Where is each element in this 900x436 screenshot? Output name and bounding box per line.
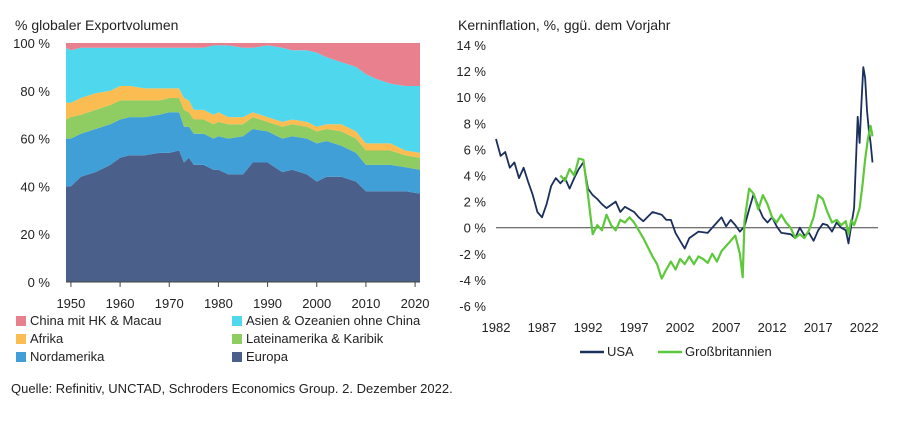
y-tick-label: 4 % (464, 169, 487, 184)
y-tick-label: -4 % (459, 273, 486, 288)
x-tick-label: 2012 (758, 320, 787, 335)
left-chart-title: % globaler Exportvolumen (15, 17, 178, 33)
y-tick-label: 40 % (20, 179, 50, 194)
area-asien-ozeanien-ohne-china (66, 45, 420, 153)
x-tick-label: 2022 (850, 320, 879, 335)
x-tick-label: 2000 (302, 296, 331, 311)
x-tick-label: 1960 (106, 296, 135, 311)
y-tick-label: -2 % (459, 247, 486, 262)
x-tick-label: 1982 (482, 320, 511, 335)
x-tick-label: 2010 (351, 296, 380, 311)
y-tick-label: 20 % (20, 227, 50, 242)
line-gro-britannien (559, 124, 874, 280)
line-usa (495, 66, 874, 250)
legend-swatch-4 (16, 352, 26, 362)
y-tick-label: 6 % (464, 142, 487, 157)
legend-label-1: Großbritannien (685, 344, 772, 359)
legend-label-1: Asien & Ozeanien ohne China (246, 313, 421, 328)
y-tick-label: 60 % (20, 132, 50, 147)
right-chart-title: Kerninflation, %, ggü. dem Vorjahr (458, 17, 671, 33)
y-tick-label: 0 % (464, 221, 487, 236)
left-stacked-area-chart: 0 % 20 % 40 % 60 % 80 % 100 % 1950 1960 1970 1980… (13, 36, 429, 364)
x-tick-label: 1987 (528, 320, 557, 335)
x-tick-label: 1997 (620, 320, 649, 335)
legend-label-0: China mit HK & Macau (30, 313, 162, 328)
y-tick-label: 80 % (20, 84, 50, 99)
legend-swatch-5 (232, 352, 242, 362)
legend-label-5: Europa (246, 349, 289, 364)
legend-label-3: Lateinamerika & Karibik (246, 331, 384, 346)
legend-label-4: Nordamerika (30, 349, 105, 364)
y-tick-label: 100 % (13, 36, 50, 51)
x-tick-label: 2002 (666, 320, 695, 335)
legend-label-2: Afrika (30, 331, 64, 346)
y-tick-label: 10 % (456, 90, 486, 105)
y-tick-label: 14 % (456, 38, 486, 53)
source-note: Quelle: Refinitiv, UNCTAD, Schroders Eco… (11, 381, 453, 396)
legend-swatch-0 (16, 316, 26, 326)
legend-swatch-2 (16, 334, 26, 344)
legend-swatch-3 (232, 334, 242, 344)
x-tick-label: 1992 (574, 320, 603, 335)
area-nordamerika (66, 112, 420, 194)
y-tick-label: 12 % (456, 64, 486, 79)
area-afrika (66, 86, 420, 158)
x-tick-label: 1950 (56, 296, 85, 311)
x-tick-label: 2007 (712, 320, 741, 335)
y-tick-label: 0 % (28, 275, 51, 290)
area-china-mit-hk-macau (66, 43, 420, 86)
y-tick-label: 8 % (464, 116, 487, 131)
legend-label-0: USA (607, 344, 634, 359)
x-tick-label: 1990 (253, 296, 282, 311)
area-europa (66, 150, 420, 282)
y-tick-label: 2 % (464, 195, 487, 210)
x-tick-label: 1980 (204, 296, 233, 311)
x-tick-label: 2020 (401, 296, 430, 311)
x-tick-label: 1970 (155, 296, 184, 311)
area-lateinamerika-karibik (66, 98, 420, 170)
x-tick-label: 2017 (804, 320, 833, 335)
legend-swatch-1 (232, 316, 242, 326)
y-tick-label: -6 % (459, 299, 486, 314)
right-line-chart: -6 % -4 % -2 % 0 % 2 % 4 % 6 % 8 % 10 % 12 % 14 % 1… (456, 38, 878, 359)
